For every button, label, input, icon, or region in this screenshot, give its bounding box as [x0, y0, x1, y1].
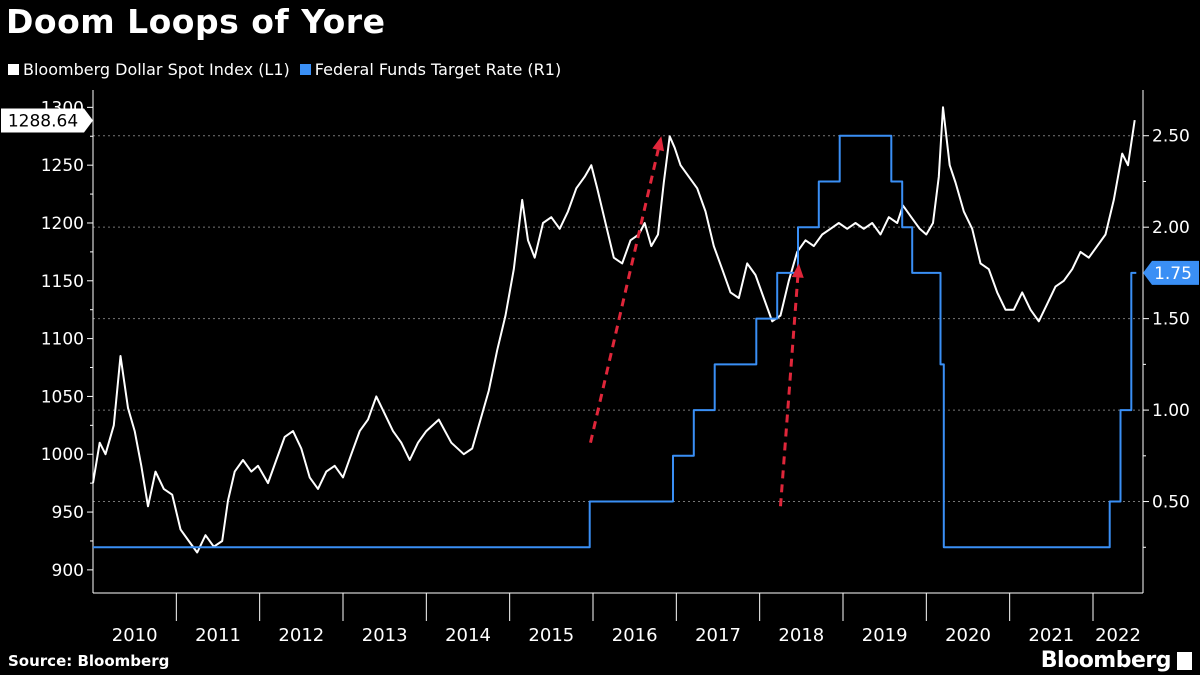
legend-swatch-dollar-index [8, 64, 19, 75]
year-label-2012: 2012 [278, 625, 324, 646]
year-label-2013: 2013 [362, 625, 408, 646]
right-tick-label-2.50: 2.50 [1152, 127, 1190, 147]
legend-label-fed-funds: Federal Funds Target Rate (R1) [314, 60, 562, 79]
year-label-2011: 2011 [195, 625, 241, 646]
year-label-2018: 2018 [778, 625, 824, 646]
legend-item-dollar-index: Bloomberg Dollar Spot Index (L1) [8, 60, 290, 79]
logo-text: Bloomberg [1040, 648, 1172, 673]
legend-label-dollar-index: Bloomberg Dollar Spot Index (L1) [23, 60, 290, 79]
year-label-2010: 2010 [112, 625, 158, 646]
arrow-shaft-1 [779, 277, 800, 507]
arrow-head-1 [791, 263, 804, 278]
left-tick-label-1250: 1250 [41, 156, 84, 176]
legend-swatch-fed-funds [299, 64, 311, 75]
right-tick-label-1.00: 1.00 [1152, 401, 1190, 421]
legend-item-fed-funds: Federal Funds Target Rate (R1) [299, 60, 562, 79]
logo-mark-icon [1177, 651, 1192, 670]
left-tick-label-1100: 1100 [41, 330, 84, 350]
left-tick-label-900: 900 [52, 561, 84, 581]
source-note: Source: Bloomberg [8, 652, 170, 670]
year-label-2015: 2015 [528, 625, 574, 646]
left-tick-label-950: 950 [52, 503, 84, 523]
last-value-badge-left [1, 108, 93, 133]
year-label-2021: 2021 [1028, 625, 1074, 646]
year-label-2020: 2020 [945, 625, 991, 646]
left-tick-label-1000: 1000 [41, 445, 84, 465]
right-tick-label-0.50: 0.50 [1152, 493, 1190, 513]
year-label-2014: 2014 [445, 625, 491, 646]
left-tick-label-1150: 1150 [41, 272, 84, 292]
arrow-head-0 [652, 136, 665, 152]
last-value-label-left: 1288.64 [8, 111, 78, 131]
left-tick-label-1200: 1200 [41, 214, 84, 234]
right-tick-label-2.00: 2.00 [1152, 218, 1190, 238]
series-line-fed-funds [93, 134, 1137, 549]
year-label-2022: 2022 [1095, 625, 1141, 646]
year-label-2019: 2019 [862, 625, 908, 646]
year-label-2017: 2017 [695, 625, 741, 646]
last-value-badge-right [1143, 260, 1199, 285]
legend: Bloomberg Dollar Spot Index (L1) Federal… [8, 60, 561, 79]
bloomberg-logo: Bloomberg [1041, 648, 1192, 673]
last-value-label-right: 1.75 [1154, 264, 1192, 284]
chart-title: Doom Loops of Yore [6, 2, 386, 41]
arrow-shaft-0 [589, 149, 660, 444]
left-tick-label-1050: 1050 [41, 387, 84, 407]
year-label-2016: 2016 [612, 625, 658, 646]
series-line-dollar-index [92, 106, 1136, 554]
right-tick-label-1.50: 1.50 [1152, 310, 1190, 330]
